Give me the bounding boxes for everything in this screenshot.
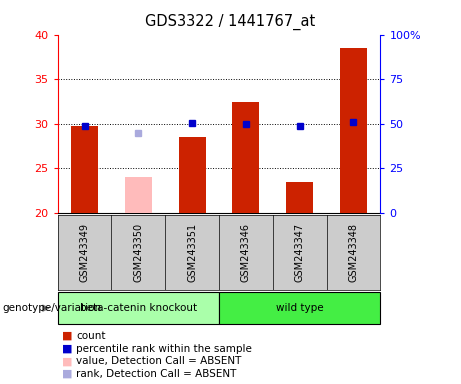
Text: GDS3322 / 1441767_at: GDS3322 / 1441767_at [145, 13, 316, 30]
Bar [286, 182, 313, 213]
Bar [232, 101, 259, 213]
Text: wild type: wild type [276, 303, 324, 313]
Text: GSM243348: GSM243348 [349, 223, 359, 282]
Bar [58, 292, 219, 324]
Text: percentile rank within the sample: percentile rank within the sample [76, 344, 252, 354]
Text: GSM243350: GSM243350 [133, 223, 143, 282]
Text: value, Detection Call = ABSENT: value, Detection Call = ABSENT [76, 356, 242, 366]
Text: count: count [76, 331, 106, 341]
Text: GSM243346: GSM243346 [241, 223, 251, 282]
Bar [178, 137, 206, 213]
Text: ■: ■ [62, 369, 73, 379]
Text: beta-catenin knockout: beta-catenin knockout [80, 303, 197, 313]
Bar [219, 292, 380, 324]
Text: rank, Detection Call = ABSENT: rank, Detection Call = ABSENT [76, 369, 236, 379]
Text: ■: ■ [62, 356, 73, 366]
Text: genotype/variation: genotype/variation [2, 303, 101, 313]
Bar [71, 126, 98, 213]
Text: GSM243347: GSM243347 [295, 223, 305, 282]
Text: ■: ■ [62, 331, 73, 341]
Bar [125, 177, 152, 213]
Text: GSM243349: GSM243349 [79, 223, 89, 282]
Bar [340, 48, 367, 213]
Text: ■: ■ [62, 344, 73, 354]
Text: GSM243351: GSM243351 [187, 223, 197, 282]
